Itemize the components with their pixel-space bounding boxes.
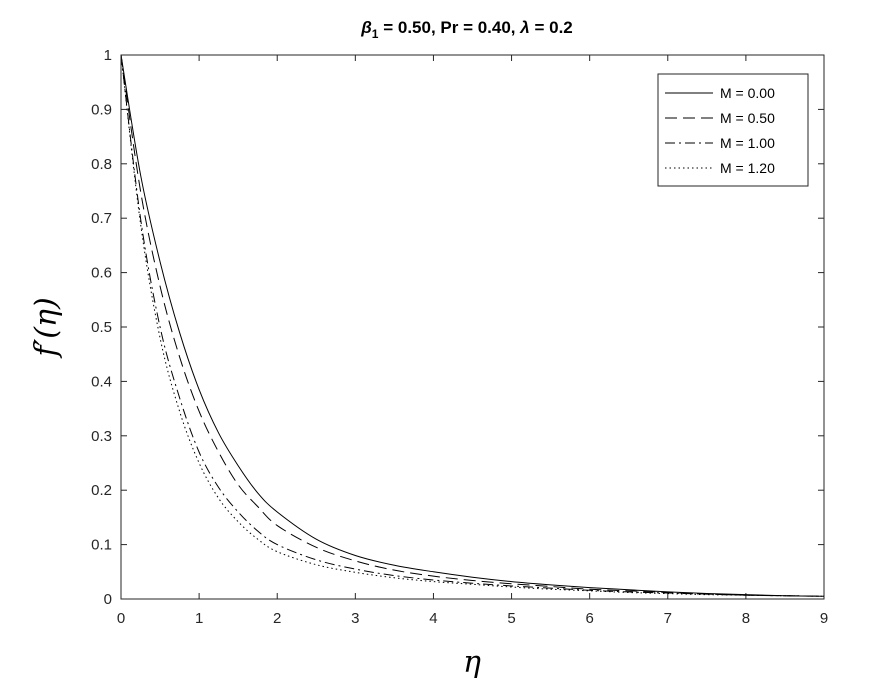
title-beta: β (360, 18, 372, 37)
x-tick-label: 4 (429, 610, 437, 627)
series-line-4 (120, 54, 825, 597)
series-line-3 (120, 54, 825, 597)
y-tick-label: 0.3 (91, 428, 112, 445)
legend: M = 0.00 M = 0.50 M = 1.00 M = 1.20 (657, 73, 809, 187)
x-tick-label: 2 (273, 610, 281, 627)
x-axis-label: η (463, 645, 481, 680)
x-tick-label: 9 (820, 610, 828, 627)
x-tick-label: 7 (664, 610, 672, 627)
y-tick-label: 0.6 (91, 265, 112, 282)
y-tick-label: 0.9 (91, 101, 112, 118)
legend-entry-1: M = 0.00 (720, 85, 775, 101)
axes-box (120, 54, 825, 600)
x-tick-label: 1 (195, 610, 203, 627)
legend-entry-2: M = 0.50 (720, 110, 775, 126)
x-tick-label: 6 (585, 610, 593, 627)
legend-entry-3: M = 1.00 (720, 135, 775, 151)
y-tick-label: 0.4 (91, 373, 112, 390)
x-tick-label: 5 (507, 610, 515, 627)
axis-tick-labels: 0 1 2 3 4 5 6 7 8 9 0 0.1 0.2 0.3 0.4 0.5 0.6 0.7 0.8 0.9 1 (91, 47, 828, 627)
y-axis-label: f′(η) (29, 297, 64, 358)
y-tick-label: 0.1 (91, 537, 112, 554)
series-lines (120, 54, 825, 597)
y-tick-label: 0.7 (91, 210, 112, 227)
x-tick-label: 3 (351, 610, 359, 627)
title-middle: = 0.50, Pr = 0.40, (378, 18, 520, 37)
x-tick-label: 8 (742, 610, 750, 627)
x-tick-label: 0 (117, 610, 125, 627)
title-end: = 0.2 (530, 18, 573, 37)
title-lambda: λ (519, 18, 529, 37)
series-line-1 (120, 54, 825, 597)
legend-entry-4: M = 1.20 (720, 160, 775, 176)
title-beta-subscript: 1 (372, 27, 379, 41)
y-tick-label: 0.8 (91, 156, 112, 173)
y-tick-label: 0.2 (91, 482, 112, 499)
y-tick-label: 0 (104, 591, 112, 608)
chart-title: β1 = 0.50, Pr = 0.40, λ = 0.2 (360, 18, 573, 41)
y-tick-label: 0.5 (91, 319, 112, 336)
y-tick-label: 1 (104, 47, 112, 64)
series-line-2 (120, 54, 825, 597)
